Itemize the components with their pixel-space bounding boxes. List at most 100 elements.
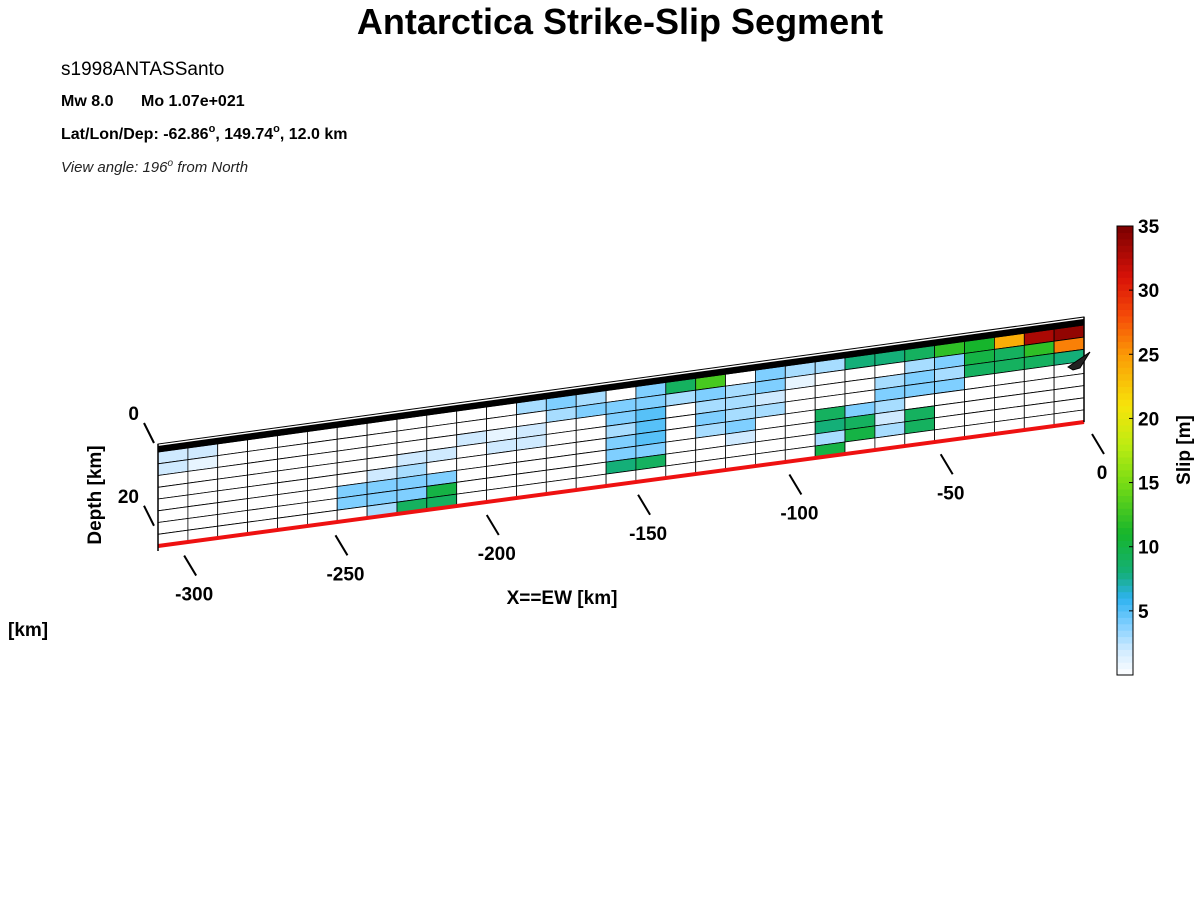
depth-tick-label: 20 — [118, 487, 139, 508]
colorbar-band — [1117, 399, 1133, 407]
colorbar-band — [1117, 232, 1133, 240]
colorbar-band — [1117, 591, 1133, 599]
x-tick-mark — [788, 474, 803, 496]
colorbar-band — [1117, 444, 1133, 452]
stray-km-label: [km] — [8, 620, 48, 641]
event-id: s1998ANTASSanto — [61, 59, 224, 80]
colorbar-band — [1117, 270, 1133, 278]
colorbar-band — [1117, 655, 1133, 663]
colorbar-band — [1117, 495, 1133, 503]
colorbar-band — [1117, 527, 1133, 535]
colorbar-band — [1117, 623, 1133, 631]
colorbar-band — [1117, 283, 1133, 291]
moment-text: Mo 1.07e+021 — [141, 93, 245, 110]
colorbar-band — [1117, 373, 1133, 381]
colorbar-band — [1117, 450, 1133, 458]
x-axis: 0 -50 -100 -150 -200 -250 -300 — [175, 433, 1108, 606]
x-tick-mark — [1091, 433, 1105, 455]
depth-tick-mark — [143, 505, 155, 527]
x-tick-label: -50 — [937, 483, 964, 504]
colorbar-band — [1117, 508, 1133, 516]
colorbar-band — [1117, 572, 1133, 580]
colorbar-frame — [1116, 225, 1134, 676]
colorbar-band — [1117, 424, 1133, 432]
colorbar-band — [1117, 437, 1133, 445]
colorbar-band — [1117, 482, 1133, 490]
colorbar-band — [1117, 668, 1133, 676]
colorbar-band — [1117, 335, 1133, 343]
colorbar-band — [1117, 431, 1133, 439]
colorbar-band — [1117, 251, 1133, 259]
x-tick-label: -200 — [478, 544, 516, 565]
colorbar-band — [1117, 277, 1133, 285]
colorbar-band — [1117, 533, 1133, 541]
colorbar-band — [1117, 662, 1133, 670]
colorbar-band — [1117, 604, 1133, 612]
colorbar-band — [1117, 392, 1133, 400]
depth-axis-label: Depth [km] — [85, 445, 106, 544]
colorbar-band — [1117, 379, 1133, 387]
colorbar-band — [1117, 617, 1133, 625]
colorbar-band — [1117, 322, 1133, 330]
x-tick-mark — [485, 514, 500, 536]
colorbar-band — [1117, 630, 1133, 638]
bottom-edge-line — [157, 420, 1085, 548]
colorbar-band — [1117, 238, 1133, 246]
colorbar-band — [1117, 598, 1133, 606]
colorbar-band — [1117, 514, 1133, 522]
colorbar-band — [1117, 553, 1133, 561]
colorbar-band — [1117, 610, 1133, 618]
colorbar-band — [1117, 341, 1133, 349]
x-tick-label: -100 — [780, 504, 818, 525]
colorbar-band — [1117, 296, 1133, 304]
colorbar-band — [1117, 642, 1133, 650]
colorbar-band — [1117, 328, 1133, 336]
depth-axis: 0 20 — [118, 404, 155, 527]
x-tick-label: 0 — [1097, 463, 1108, 484]
colorbar-band — [1117, 258, 1133, 266]
colorbar-band — [1117, 565, 1133, 573]
colorbar-band — [1117, 405, 1133, 413]
colorbar: 35 30 25 20 15 10 5 — [1116, 217, 1160, 676]
x-tick-label: -250 — [326, 564, 364, 585]
colorbar-band — [1117, 245, 1133, 253]
colorbar-band — [1117, 386, 1133, 394]
colorbar-tick-label: 25 — [1138, 345, 1160, 366]
magnitude-text: Mw 8.0 — [61, 93, 114, 110]
x-tick-mark — [334, 534, 349, 556]
fault-grid — [157, 324, 1085, 547]
chart-title: Antarctica Strike-Slip Segment — [357, 1, 883, 42]
colorbar-band — [1117, 456, 1133, 464]
depth-tick-mark — [143, 422, 155, 444]
colorbar-band — [1117, 476, 1133, 484]
colorbar-tick-label: 10 — [1138, 538, 1159, 559]
colorbar-tick-label: 35 — [1138, 217, 1160, 238]
colorbar-band — [1117, 488, 1133, 496]
colorbar-band — [1117, 585, 1133, 593]
colorbar-band — [1117, 309, 1133, 317]
top-edge-line — [157, 319, 1085, 452]
x-tick-mark — [183, 555, 198, 577]
colorbar-band — [1117, 559, 1133, 567]
colorbar-band — [1117, 412, 1133, 420]
fault-frame — [157, 316, 1085, 551]
colorbar-band — [1117, 360, 1133, 368]
colorbar-tick-label: 20 — [1138, 409, 1159, 430]
colorbar-band — [1117, 540, 1133, 548]
colorbar-band — [1117, 264, 1133, 272]
colorbar-band — [1117, 546, 1133, 554]
colorbar-band — [1117, 226, 1133, 234]
colorbar-band — [1117, 578, 1133, 586]
colorbar-band — [1117, 302, 1133, 310]
colorbar-band — [1117, 469, 1133, 477]
colorbar-label: Slip [m] — [1174, 415, 1195, 485]
x-tick-mark — [939, 453, 954, 475]
depth-tick-label: 0 — [128, 404, 139, 425]
x-tick-mark — [637, 494, 651, 516]
colorbar-band — [1117, 501, 1133, 509]
colorbar-tick-label: 30 — [1138, 281, 1159, 302]
colorbar-band — [1117, 347, 1133, 355]
colorbar-band — [1117, 367, 1133, 375]
x-tick-label: -300 — [175, 585, 213, 606]
